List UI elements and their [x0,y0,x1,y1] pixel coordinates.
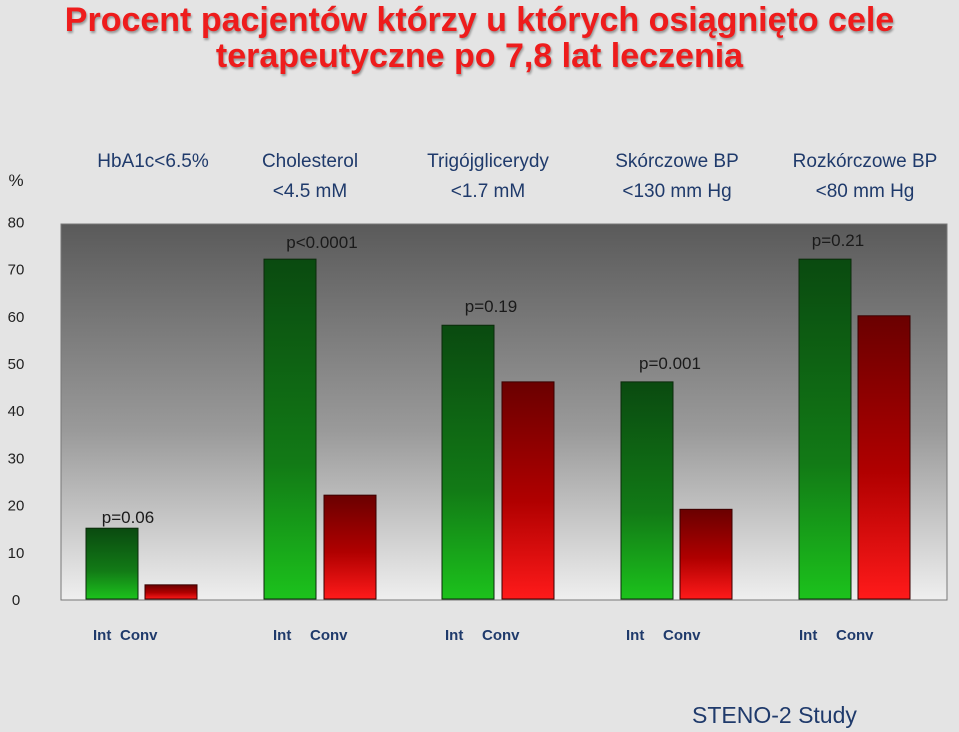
bar-int [620,381,674,600]
category-label-int: Int [445,627,463,644]
category-label-int: Int [93,627,111,644]
p-value-label: p=0.06 [102,508,154,527]
category-label-int: Int [273,627,291,644]
bar-conv [144,584,198,600]
category-label-int: Int [799,627,817,644]
p-value-label: p<0.0001 [286,233,357,252]
group-label: Rozkórczowe BP [793,151,938,172]
bar-int [441,324,495,600]
y-axis-label: % [8,171,23,190]
p-value-label: p=0.21 [812,231,864,250]
y-tick-label: 20 [8,498,25,515]
group-label: <80 mm Hg [816,181,915,202]
bar-int [263,258,317,600]
group-label: <130 mm Hg [622,181,731,202]
category-label-conv: Conv [836,627,874,644]
y-tick-label: 10 [8,545,25,562]
bar-conv [679,508,733,600]
footer-note: STENO-2 Study [692,702,857,728]
bar-conv [501,381,555,600]
p-value-label: p=0.001 [639,354,701,373]
y-tick-label: 30 [8,450,25,467]
p-value-label: p=0.19 [465,297,517,316]
y-tick-label: 60 [8,309,25,326]
category-label-conv: Conv [663,627,701,644]
y-tick-label: 50 [8,356,25,373]
group-label: <1.7 mM [451,181,525,202]
title-line-2: terapeutyczne po 7,8 lat leczenia [215,37,744,75]
category-label-conv: Conv [310,627,348,644]
bar-int [85,527,139,600]
category-label-int: Int [626,627,644,644]
y-tick-label: 40 [8,403,25,420]
group-label: Skórczowe BP [615,151,739,172]
bar-conv [323,494,377,600]
y-tick-label: 70 [8,262,25,279]
group-label: Cholesterol [262,151,358,172]
group-label: Trigójglicerydy [427,151,549,172]
bar-conv [857,315,911,600]
group-label: HbA1c<6.5% [97,151,209,172]
y-tick-label: 0 [12,592,20,609]
category-label-conv: Conv [482,627,520,644]
title-line-1: Procent pacjentów którzy u których osiąg… [64,1,895,39]
y-tick-label: 80 [8,214,25,231]
group-label: <4.5 mM [273,181,347,202]
bar-int [798,258,852,600]
category-label-conv: Conv [120,627,158,644]
slide-title: Procent pacjentów którzy u których osiąg… [0,2,959,74]
